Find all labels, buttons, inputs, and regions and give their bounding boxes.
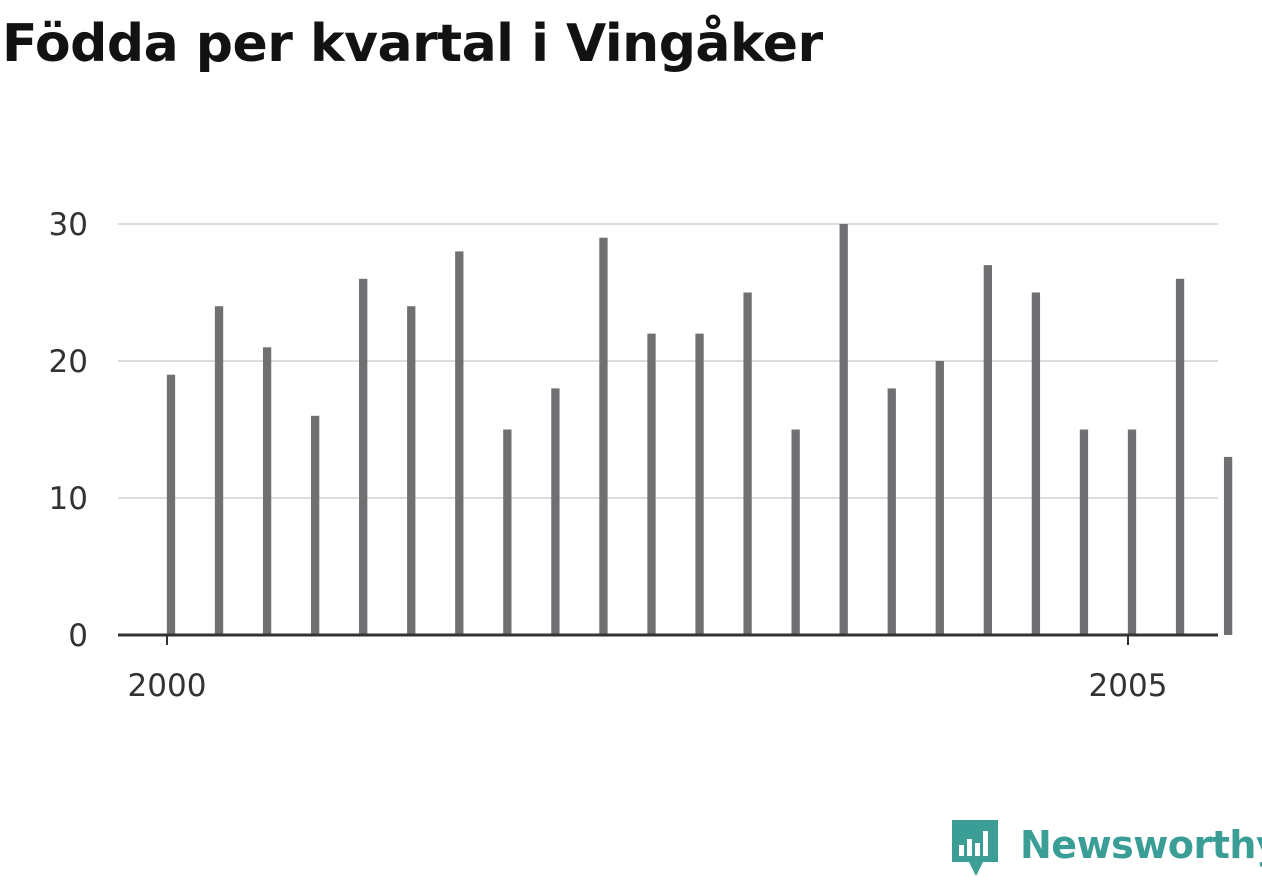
bar-16 <box>935 361 944 635</box>
bar-14 <box>839 224 848 635</box>
bar-21 <box>1175 278 1185 635</box>
bar-12 <box>743 292 752 635</box>
bar-chart: 010203014200020052010201520202025 <box>49 207 1233 704</box>
y-tick-label-10: 10 <box>49 481 88 517</box>
bar-7 <box>503 429 512 635</box>
brand-name: Newsworthy <box>1020 823 1262 867</box>
bar-13 <box>791 429 800 635</box>
bar-4 <box>359 278 368 635</box>
y-tick-label-0: 0 <box>68 618 88 654</box>
bars <box>166 224 1233 635</box>
bar-22 <box>1223 456 1233 635</box>
brand-logo: Newsworthy <box>950 818 1262 882</box>
newsworthy-logo-icon <box>952 820 998 876</box>
bar-17 <box>983 265 992 635</box>
bar-1 <box>214 306 224 635</box>
bar-20 <box>1127 429 1137 635</box>
y-tick-label-30: 30 <box>49 207 88 243</box>
bar-2 <box>262 347 272 635</box>
bar-18 <box>1031 292 1041 635</box>
bar-0 <box>166 374 176 635</box>
labels: 010203014200020052010201520202025 <box>49 207 1168 704</box>
bar-8 <box>551 388 560 635</box>
bar-3 <box>311 415 320 635</box>
bar-5 <box>407 306 416 635</box>
bar-9 <box>599 237 608 635</box>
bar-6 <box>455 251 464 635</box>
chart-title: Födda per kvartal i Vingåker <box>2 14 823 74</box>
y-tick-label-20: 20 <box>49 344 88 380</box>
axes <box>118 633 1218 645</box>
x-tick-label-2005: 2005 <box>1089 668 1168 704</box>
x-tick-label-2000: 2000 <box>128 668 207 704</box>
bar-15 <box>887 388 896 635</box>
bar-11 <box>695 333 704 635</box>
bar-10 <box>647 333 656 635</box>
bar-19 <box>1079 429 1089 635</box>
gridlines <box>118 223 1218 499</box>
